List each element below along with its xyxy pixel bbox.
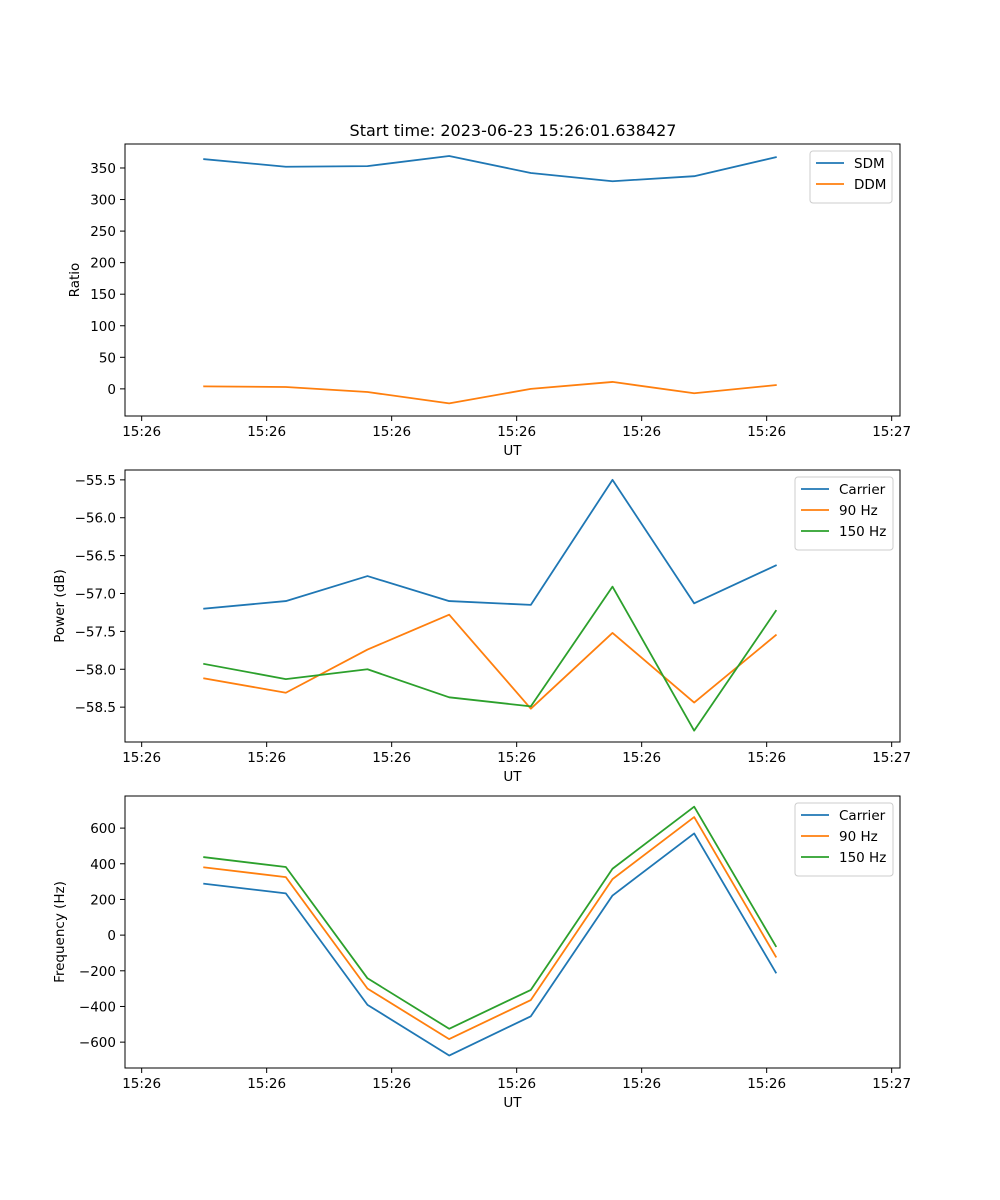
figure-title: Start time: 2023-06-23 15:26:01.638427 <box>350 121 677 140</box>
ratio-y-tick-label: 350 <box>90 161 116 177</box>
frequency-y-tick-label: −200 <box>79 964 116 980</box>
power-y-tick-label: −58.0 <box>75 662 116 678</box>
power-x-axis-label: UT <box>503 769 522 785</box>
frequency-x-axis-label: UT <box>503 1095 522 1111</box>
frequency-y-tick-label: 600 <box>90 821 116 837</box>
power-x-tick-label: 15:26 <box>372 750 411 766</box>
frequency-subplot: 15:26 15:26 15:26 15:26 15:26 15:26 15:27 −600 −… <box>52 795 911 1111</box>
power-subplot: 15:26 15:26 15:26 15:26 15:26 15:26 15:27 −58.5… <box>52 469 911 785</box>
frequency-x-tick-label: 15:26 <box>122 1076 161 1092</box>
power-y-tick-label: −56.5 <box>75 549 116 565</box>
ratio-axes-frame <box>124 143 901 417</box>
ratio-x-tick-label: 15:27 <box>872 424 911 440</box>
frequency-x-tick-label: 15:27 <box>872 1076 911 1092</box>
frequency-x-tick-label: 15:26 <box>622 1076 661 1092</box>
frequency-series-carrier-line <box>203 832 778 1057</box>
power-y-tick-label: −57.5 <box>75 624 116 640</box>
power-series-carrier-line <box>203 478 778 610</box>
ratio-legend: SDM DDM <box>809 150 893 204</box>
power-y-tick-label: −58.5 <box>75 700 116 716</box>
frequency-legend-label-150-hz: 150 Hz <box>839 850 886 866</box>
power-y-tick-label: −56.0 <box>75 511 116 527</box>
ratio-legend-label-sdm: SDM <box>854 156 885 172</box>
ratio-y-axis-label: Ratio <box>67 263 83 298</box>
power-y-axis-label: Power (dB) <box>52 569 68 642</box>
power-x-tick-label: 15:26 <box>497 750 536 766</box>
ratio-x-tick-label: 15:26 <box>372 424 411 440</box>
power-legend-label-90-hz: 90 Hz <box>839 503 878 519</box>
frequency-axes-frame <box>124 795 901 1069</box>
ratio-x-tick-label: 15:26 <box>122 424 161 440</box>
power-y-tick-label: −55.5 <box>75 473 116 489</box>
frequency-y-tick-label: 400 <box>90 857 116 873</box>
ratio-x-axis-label: UT <box>503 443 522 459</box>
power-legend-label-carrier: Carrier <box>839 482 886 498</box>
frequency-y-axis-label: Frequency (Hz) <box>52 881 68 983</box>
frequency-legend-label-90-hz: 90 Hz <box>839 829 878 845</box>
power-legend: Carrier 90 Hz 150 Hz <box>794 476 894 551</box>
ratio-y-tick-label: 100 <box>90 319 116 335</box>
ratio-series-ddm-line <box>203 381 777 405</box>
ratio-y-tick-label: 300 <box>90 193 116 209</box>
frequency-x-tick-label: 15:26 <box>247 1076 286 1092</box>
power-x-tick-label: 15:26 <box>247 750 286 766</box>
frequency-y-tick-label: 200 <box>90 892 116 908</box>
frequency-y-tick-label: −600 <box>79 1035 116 1051</box>
ratio-y-tick-label: 200 <box>90 256 116 272</box>
power-x-tick-label: 15:26 <box>622 750 661 766</box>
frequency-y-tick-label: 0 <box>107 928 116 944</box>
frequency-x-tick-label: 15:26 <box>372 1076 411 1092</box>
power-x-tick-label: 15:27 <box>872 750 911 766</box>
frequency-legend-label-carrier: Carrier <box>839 808 886 824</box>
power-x-tick-label: 15:26 <box>747 750 786 766</box>
power-y-tick-label: −57.0 <box>75 586 116 602</box>
ratio-x-tick-label: 15:26 <box>247 424 286 440</box>
ratio-subplot: 15:26 15:26 15:26 15:26 15:26 15:26 15:27 0 50 10… <box>67 143 911 459</box>
frequency-y-tick-label: −400 <box>79 999 116 1015</box>
frequency-legend: Carrier 90 Hz 150 Hz <box>794 802 894 877</box>
power-axes-frame <box>124 469 901 743</box>
frequency-x-tick-label: 15:26 <box>497 1076 536 1092</box>
power-series-150-hz-line <box>203 585 778 732</box>
power-series-90-hz-line <box>203 613 778 710</box>
frequency-x-tick-label: 15:26 <box>747 1076 786 1092</box>
ratio-x-tick-label: 15:26 <box>497 424 536 440</box>
ratio-y-tick-label: 50 <box>99 350 116 366</box>
ratio-y-tick-label: 150 <box>90 287 116 303</box>
frequency-series-90-hz-line <box>203 816 778 1041</box>
ratio-y-tick-label: 250 <box>90 224 116 240</box>
ratio-legend-box <box>809 150 893 204</box>
frequency-series-150-hz-line <box>203 805 778 1030</box>
ratio-y-tick-label: 0 <box>107 382 116 398</box>
power-legend-label-150-hz: 150 Hz <box>839 524 886 540</box>
ratio-x-tick-label: 15:26 <box>622 424 661 440</box>
ratio-legend-label-ddm: DDM <box>854 177 886 193</box>
power-x-tick-label: 15:26 <box>122 750 161 766</box>
ratio-series-sdm-line <box>203 155 777 183</box>
ratio-x-tick-label: 15:26 <box>747 424 786 440</box>
